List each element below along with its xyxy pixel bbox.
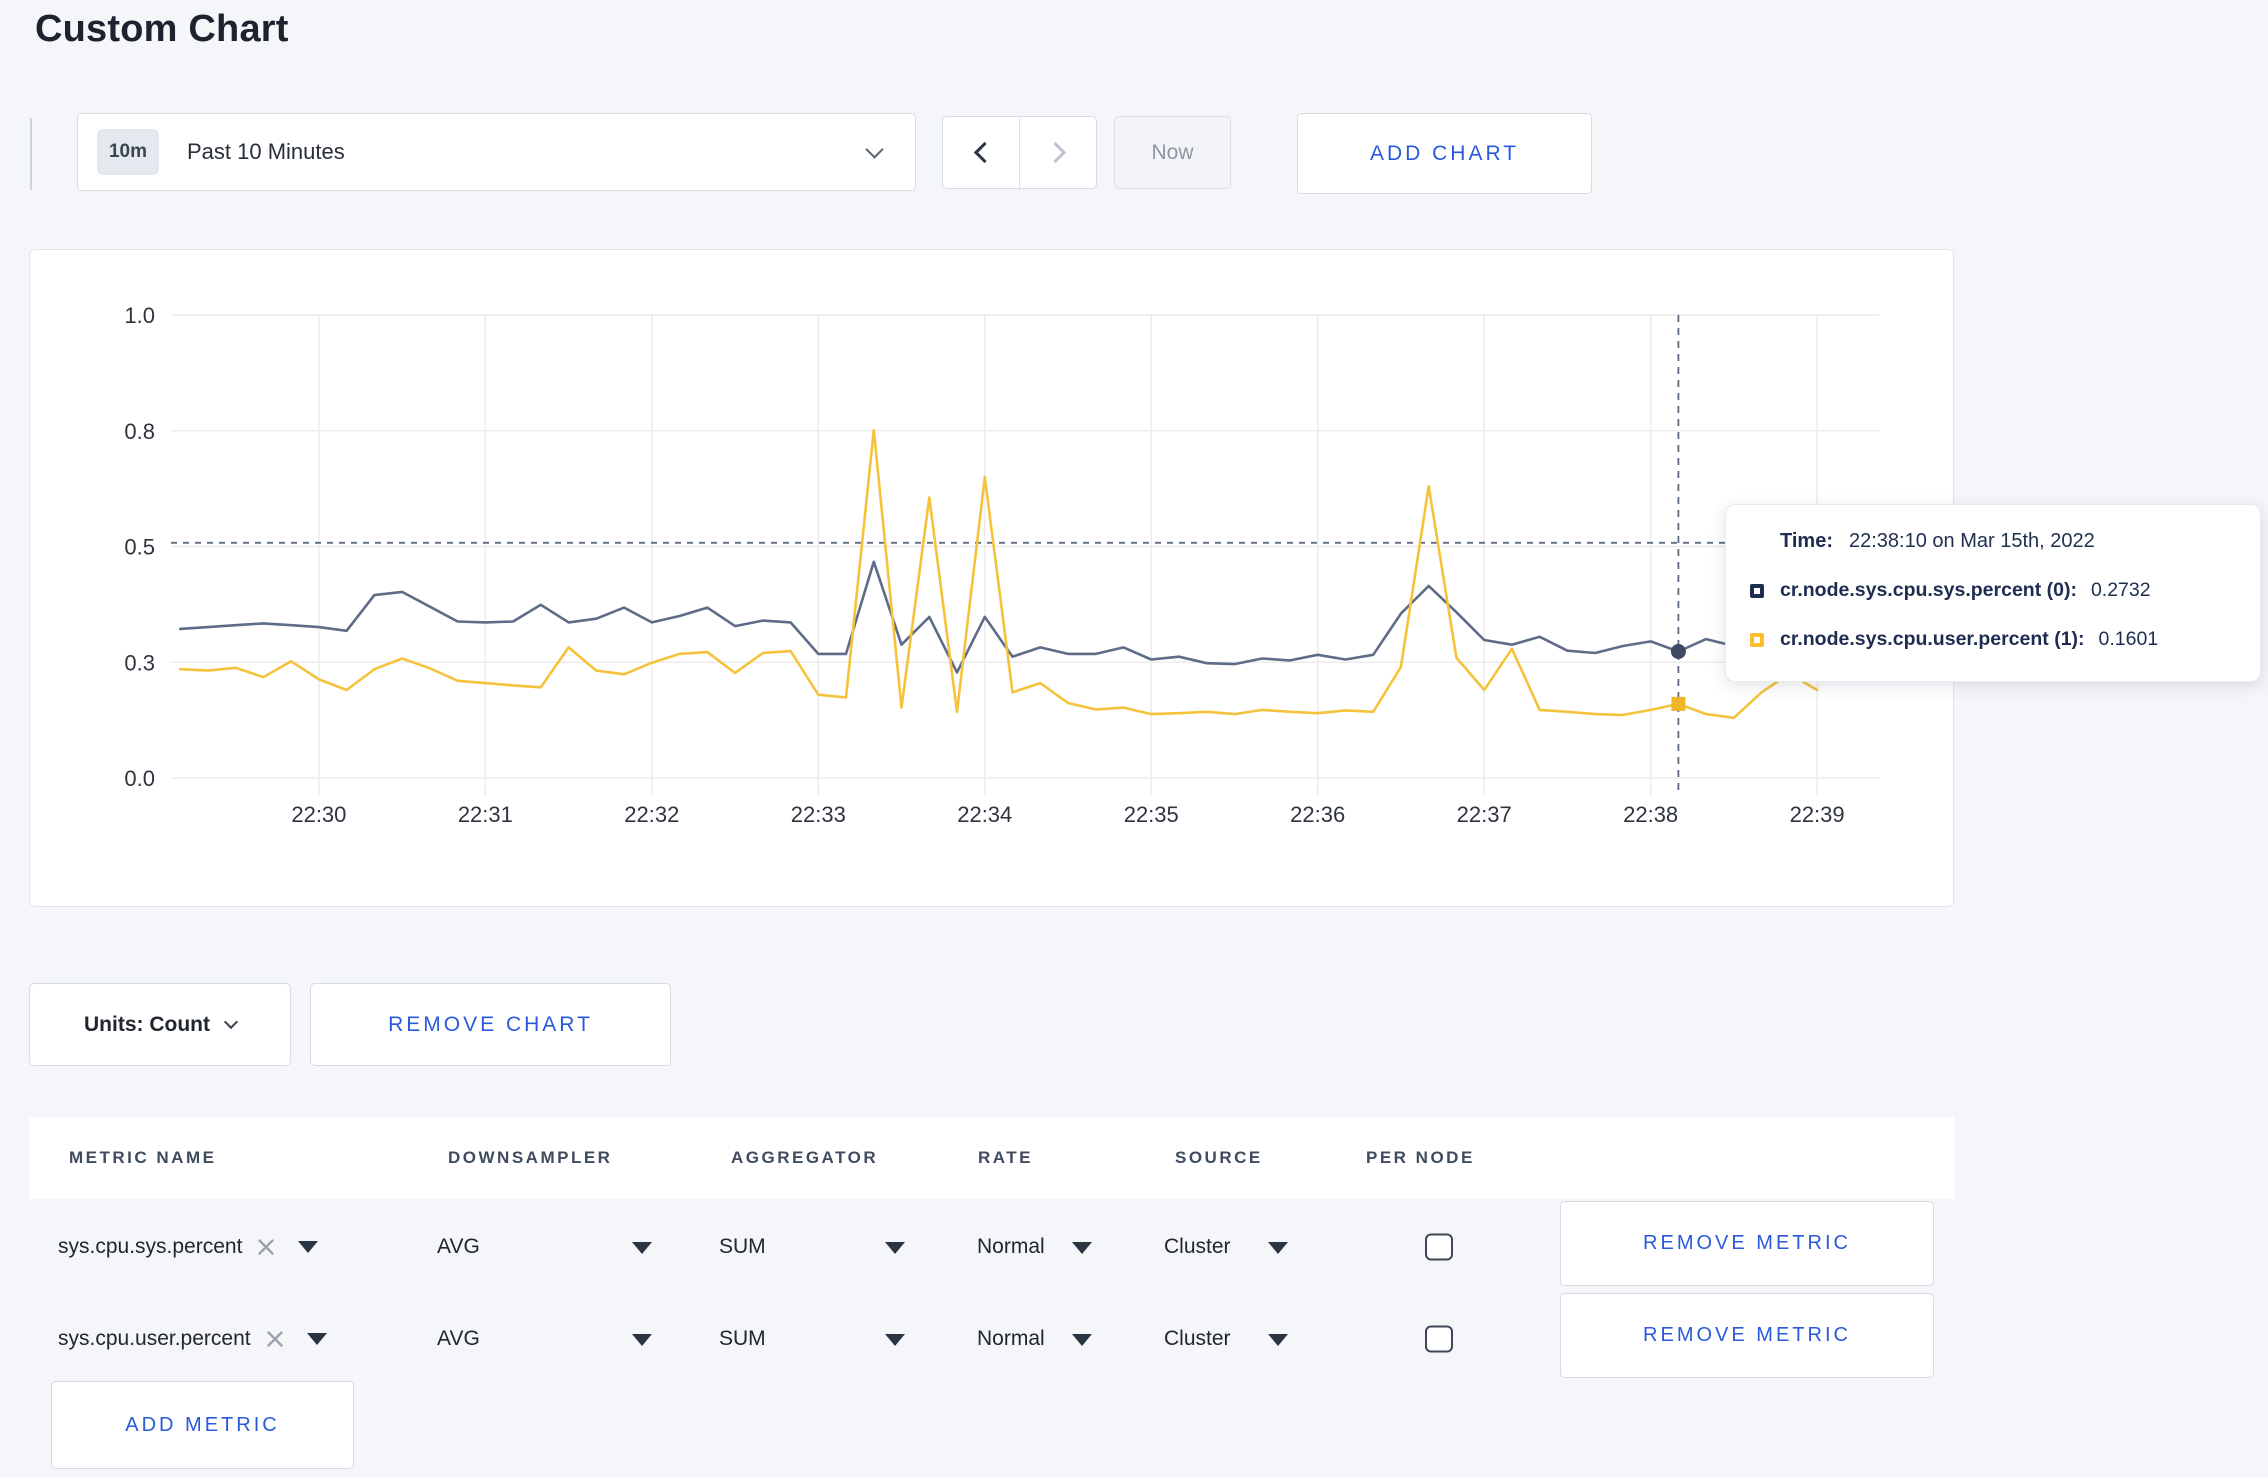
caret-down-icon[interactable] (632, 1334, 652, 1346)
tooltip-series-row: cr.node.sys.cpu.user.percent (1): 0.1601 (1750, 628, 2260, 651)
time-range-select[interactable]: 10m Past 10 Minutes (77, 113, 916, 191)
now-button[interactable]: Now (1114, 116, 1231, 189)
tooltip-series-label: cr.node.sys.cpu.sys.percent (0): (1780, 579, 2077, 601)
svg-text:22:32: 22:32 (624, 802, 679, 827)
svg-text:22:38: 22:38 (1623, 802, 1678, 827)
source-select[interactable]: Cluster (1164, 1235, 1231, 1258)
downsampler-select[interactable]: AVG (437, 1235, 480, 1258)
add-metric-button[interactable]: ADD METRIC (51, 1381, 354, 1469)
caret-down-icon[interactable] (885, 1334, 905, 1346)
rate-select[interactable]: Normal (977, 1235, 1045, 1258)
metric-name: sys.cpu.user.percent (58, 1327, 251, 1350)
svg-text:22:31: 22:31 (458, 802, 513, 827)
per-node-checkbox[interactable] (1425, 1325, 1453, 1353)
tooltip-time-value: 22:38:10 on Mar 15th, 2022 (1848, 530, 2095, 552)
svg-text:0.3: 0.3 (124, 650, 155, 675)
caret-down-icon (306, 1333, 327, 1345)
caret-down-icon[interactable] (1072, 1242, 1092, 1254)
remove-x-icon[interactable] (256, 1237, 276, 1257)
tooltip-time-row: Time: 22:38:10 on Mar 15th, 2022 (1780, 530, 2260, 553)
svg-text:22:33: 22:33 (791, 802, 846, 827)
remove-metric-button[interactable]: REMOVE METRIC (1560, 1293, 1934, 1378)
per-node-checkbox[interactable] (1425, 1233, 1453, 1261)
svg-text:1.0: 1.0 (124, 303, 155, 328)
column-header-rate: RATE (978, 1148, 1034, 1167)
toolbar-divider (30, 118, 32, 190)
units-label: Units: Count (84, 1012, 210, 1036)
remove-x-icon[interactable] (265, 1329, 285, 1349)
column-header-downsampler: DOWNSAMPLER (448, 1148, 613, 1167)
time-range-label: Past 10 Minutes (187, 139, 345, 164)
aggregator-select[interactable]: SUM (719, 1235, 766, 1258)
remove-chart-button[interactable]: REMOVE CHART (310, 983, 671, 1066)
chevron-left-icon (973, 141, 995, 164)
chevron-down-icon (223, 1014, 239, 1030)
caret-down-icon[interactable] (885, 1242, 905, 1254)
time-pager (942, 116, 1097, 189)
caret-down-icon[interactable] (1268, 1242, 1288, 1254)
prev-time-button[interactable] (943, 117, 1020, 188)
add-chart-button[interactable]: ADD CHART (1297, 113, 1592, 194)
svg-text:0.0: 0.0 (124, 766, 155, 791)
metric-name-dropdown[interactable]: sys.cpu.user.percent (58, 1293, 327, 1385)
tooltip-series-label: cr.node.sys.cpu.user.percent (1): (1780, 628, 2085, 650)
svg-text:0.8: 0.8 (124, 419, 155, 444)
metric-row: sys.cpu.user.percent AVG SUM Normal Clus… (29, 1293, 1954, 1385)
rate-select[interactable]: Normal (977, 1327, 1045, 1350)
svg-text:0.5: 0.5 (124, 535, 155, 560)
page-title: Custom Chart (35, 8, 289, 50)
next-time-button[interactable] (1020, 117, 1096, 188)
downsampler-select[interactable]: AVG (437, 1327, 480, 1350)
svg-text:22:35: 22:35 (1124, 802, 1179, 827)
svg-text:22:36: 22:36 (1290, 802, 1345, 827)
caret-down-icon[interactable] (1072, 1334, 1092, 1346)
svg-text:22:34: 22:34 (957, 802, 1012, 827)
column-header-aggregator: AGGREGATOR (731, 1148, 879, 1167)
cpu-line-chart[interactable]: 0.0 0.3 0.5 0.8 1.0 22:30 22:31 22:32 22:33 22:34… (30, 250, 1955, 908)
metric-row: sys.cpu.sys.percent AVG SUM Normal Clust… (29, 1201, 1954, 1293)
series-swatch-icon (1750, 583, 1764, 598)
metric-name-dropdown[interactable]: sys.cpu.sys.percent (58, 1201, 319, 1293)
units-select[interactable]: Units: Count (29, 983, 291, 1066)
column-header-per-node: PER NODE (1366, 1148, 1475, 1167)
source-select[interactable]: Cluster (1164, 1327, 1231, 1350)
tooltip-series-value: 0.1601 (2098, 628, 2159, 650)
tooltip-time-label: Time: (1780, 530, 1833, 552)
chevron-right-icon (1044, 141, 1066, 164)
chart-tooltip: Time: 22:38:10 on Mar 15th, 2022 cr.node… (1725, 504, 2261, 682)
column-header-source: SOURCE (1175, 1148, 1263, 1167)
tooltip-series-row: cr.node.sys.cpu.sys.percent (0): 0.2732 (1750, 579, 2260, 602)
column-header-metric-name: METRIC NAME (69, 1148, 217, 1167)
metric-name: sys.cpu.sys.percent (58, 1235, 243, 1258)
svg-text:22:37: 22:37 (1457, 802, 1512, 827)
remove-metric-button[interactable]: REMOVE METRIC (1560, 1201, 1934, 1286)
time-range-badge: 10m (97, 129, 159, 175)
svg-text:22:30: 22:30 (291, 802, 346, 827)
chart-card: 0.0 0.3 0.5 0.8 1.0 22:30 22:31 22:32 22:33 22:34… (29, 249, 1954, 907)
metrics-table-header: METRIC NAME DOWNSAMPLER AGGREGATOR RATE … (29, 1117, 1954, 1199)
caret-down-icon[interactable] (1268, 1334, 1288, 1346)
svg-text:22:39: 22:39 (1790, 802, 1845, 827)
series-swatch-icon (1750, 632, 1764, 647)
aggregator-select[interactable]: SUM (719, 1327, 766, 1350)
chevron-down-icon (865, 140, 884, 161)
caret-down-icon[interactable] (632, 1242, 652, 1254)
caret-down-icon (298, 1241, 319, 1253)
tooltip-series-value: 0.2732 (2090, 579, 2151, 601)
